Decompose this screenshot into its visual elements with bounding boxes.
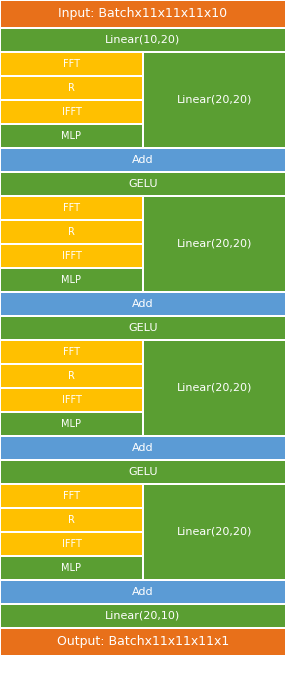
Text: GELU: GELU [128, 179, 158, 189]
Text: MLP: MLP [61, 563, 82, 573]
Bar [1, 149, 285, 171]
Text: IFFT: IFFT [61, 251, 82, 261]
Bar [1, 557, 142, 579]
Text: Linear(20,20): Linear(20,20) [177, 527, 252, 537]
Bar [1, 461, 285, 483]
Bar [1, 581, 285, 603]
Text: Add: Add [132, 155, 154, 165]
Bar [144, 197, 285, 291]
Bar [1, 389, 142, 411]
Bar [1, 293, 285, 315]
Text: IFFT: IFFT [61, 107, 82, 117]
Text: Add: Add [132, 299, 154, 309]
Bar [1, 77, 142, 99]
Text: FFT: FFT [63, 59, 80, 69]
Text: MLP: MLP [61, 275, 82, 285]
Bar [1, 101, 142, 123]
Text: IFFT: IFFT [61, 395, 82, 405]
Bar [1, 437, 285, 459]
Bar [1, 245, 142, 267]
Bar [1, 341, 142, 363]
Bar [1, 509, 142, 531]
Bar [1, 53, 142, 75]
Text: Add: Add [132, 443, 154, 453]
Bar [1, 197, 142, 219]
Text: Linear(10,20): Linear(10,20) [105, 35, 181, 45]
Bar [1, 533, 142, 555]
Text: R: R [68, 515, 75, 525]
Text: FFT: FFT [63, 347, 80, 357]
Text: FFT: FFT [63, 203, 80, 213]
Text: R: R [68, 227, 75, 237]
Bar [144, 53, 285, 147]
Bar [1, 629, 285, 655]
Bar [1, 1, 285, 27]
Text: Add: Add [132, 587, 154, 597]
Bar [1, 317, 285, 339]
Text: Linear(20,20): Linear(20,20) [177, 95, 252, 105]
Bar [1, 221, 142, 243]
Text: MLP: MLP [61, 419, 82, 429]
Text: Output: Batchx11x11x11x1: Output: Batchx11x11x11x1 [57, 635, 229, 648]
Bar [1, 365, 142, 387]
Text: GELU: GELU [128, 467, 158, 477]
Bar [1, 413, 142, 435]
Bar [144, 485, 285, 579]
Text: Linear(20,20): Linear(20,20) [177, 239, 252, 249]
Text: GELU: GELU [128, 323, 158, 333]
Bar [1, 173, 285, 195]
Text: IFFT: IFFT [61, 539, 82, 549]
Bar [1, 605, 285, 627]
Text: MLP: MLP [61, 131, 82, 141]
Text: FFT: FFT [63, 491, 80, 501]
Bar [144, 341, 285, 435]
Bar [1, 29, 285, 51]
Bar [1, 485, 142, 507]
Text: Linear(20,10): Linear(20,10) [105, 611, 181, 621]
Bar [1, 125, 142, 147]
Text: R: R [68, 371, 75, 381]
Bar [1, 269, 142, 291]
Text: Linear(20,20): Linear(20,20) [177, 383, 252, 393]
Text: R: R [68, 83, 75, 93]
Text: Input: Batchx11x11x11x10: Input: Batchx11x11x11x10 [58, 7, 228, 20]
